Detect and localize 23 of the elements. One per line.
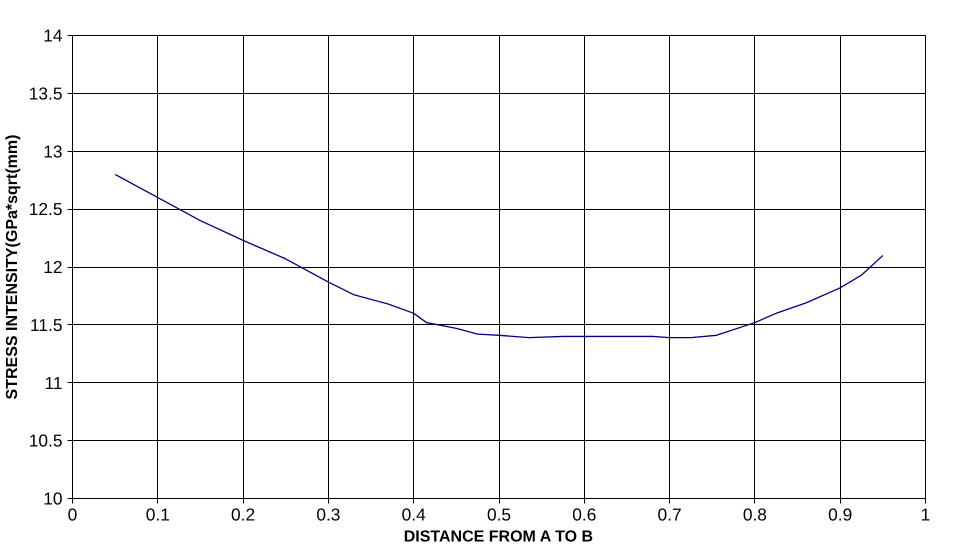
x-tick-label: 0.4: [402, 504, 426, 524]
y-tick-label: 13.5: [28, 83, 63, 104]
x-tick-label: 0.6: [572, 504, 596, 524]
x-tick-label: 1: [920, 504, 930, 524]
y-tick-label: 11: [44, 372, 63, 393]
line-series: [114, 174, 884, 338]
y-axis-title: STRESS INTENSITY(GPa*sqrt(mm): [4, 134, 21, 400]
x-tick-label: 0.1: [146, 504, 170, 524]
x-tick-label: 0.8: [742, 504, 767, 524]
y-tick-label: 11.5: [30, 314, 63, 335]
y-tick-label: 14: [43, 26, 63, 46]
x-tick-label: 0.3: [316, 504, 340, 524]
x-tick-label: 0.7: [658, 504, 682, 524]
x-tick-label: 0.2: [231, 504, 256, 524]
y-tick-label: 12.5: [28, 199, 63, 220]
y-tick-label: 10: [43, 488, 63, 508]
x-tick-label: 0: [68, 504, 78, 524]
x-tick-label: 0.5: [486, 504, 512, 524]
x-axis-title: DISTANCE FROM A TO B: [404, 528, 594, 546]
y-tick-label: 13: [43, 141, 63, 162]
y-tick-label: 12: [43, 257, 63, 277]
x-tick-label: 0.9: [828, 504, 852, 524]
y-tick-label: 10.5: [28, 430, 63, 451]
